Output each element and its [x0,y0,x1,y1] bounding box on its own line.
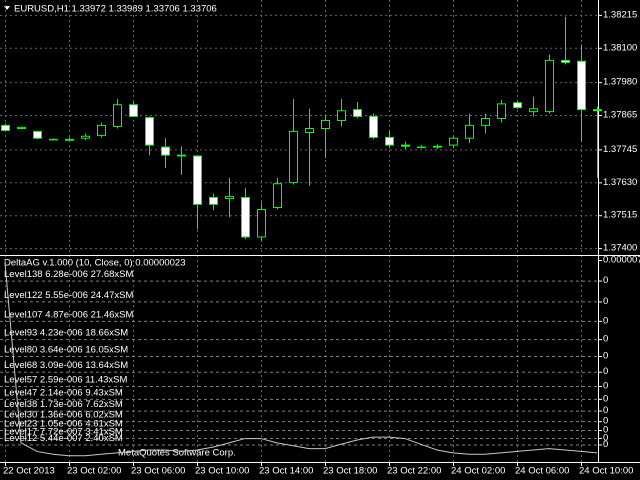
candle-body [593,109,602,112]
candle-body [401,144,410,147]
level-label: Level38 1.73e-006 7.62xSM [4,399,123,410]
level-label: Level23 1.05e-006 4.61xSM [4,419,123,430]
y-tick-label: 1.37515 [603,210,637,221]
y-tick-label: 1.37865 [603,110,637,121]
candle-body [289,130,298,184]
y-tick-label: 0 [603,275,608,286]
candle-body [353,109,362,117]
candle-body [417,146,426,149]
candle-body [209,196,218,205]
y-tick-label: 0 [603,366,608,377]
candle-body [129,104,138,117]
y-tick-label: 0 [603,315,608,326]
y-tick-label: 0 [603,381,608,392]
candle-body [497,103,506,119]
x-tick-label: 24 Oct 02:00 [451,466,505,477]
candle-body [257,208,266,238]
y-tick-label: 0 [603,393,608,404]
y-tick-label: 0.000007 [603,255,640,266]
candle-body [17,126,26,130]
y-tick-label: 0 [603,432,608,443]
level-label: Level138 6.28e-006 27.68xSM [4,269,133,280]
candle-body [481,117,490,126]
y-tick-label: 0 [603,425,608,436]
candle-body [81,135,90,139]
candle-body [193,155,202,205]
candle-body [577,60,586,111]
x-tick-label: 23 Oct 02:00 [67,466,121,477]
candle-body [545,59,554,113]
x-tick-label: 23 Oct 14:00 [259,466,313,477]
candle-body [33,130,42,139]
x-tick-label: 22 Oct 2013 [3,466,55,477]
candle-body [161,146,170,156]
y-tick-label: 0 [603,439,608,450]
candle-body [65,138,74,141]
watermark: MetaQuotes Software Corp. [118,448,236,459]
x-tick-label: 23 Oct 10:00 [195,466,249,477]
candle-body [241,196,250,238]
level-label: Level80 3.64e-006 16.05xSM [4,345,128,356]
y-tick-label: 1.37630 [603,177,637,188]
candle-body [449,137,458,146]
y-tick-label: 0 [603,351,608,362]
x-tick-label: 23 Oct 18:00 [323,466,377,477]
candle-body [97,124,106,136]
candle-body [1,124,10,132]
candle-body [529,108,538,113]
candle-body [305,128,314,134]
indicator-line [4,262,598,457]
x-tick-label: 23 Oct 06:00 [131,466,185,477]
x-tick-label: 24 Oct 10:00 [579,466,633,477]
candle-body [433,145,442,148]
level-label: Level12 5.44e-007 2.40xSM [4,433,123,444]
indicator-title: DeltaAG v.1.000 (10, Close, 0) 0.0000002… [4,258,186,269]
level-label: Level30 1.36e-006 6.02xSM [4,410,123,421]
y-tick-label: 0 [603,296,608,307]
y-tick-label: 0 [603,334,608,345]
level-label: Level93 4.23e-006 18.66xSM [4,328,128,339]
level-label: Level107 4.87e-006 21.46xSM [4,309,133,320]
candle-body [561,59,570,63]
y-tick-label: 1.38100 [603,42,637,53]
candle-body [369,115,378,138]
candle-body [465,124,474,139]
x-tick-label: 24 Oct 06:00 [515,466,569,477]
level-label: Level17 7.72e-007 3.41xSM [4,426,123,437]
candle-body [145,117,154,146]
y-tick-label: 0 [603,416,608,427]
y-tick-label: 1.37400 [603,243,637,254]
candle-body [49,138,58,141]
candle-body [113,104,122,127]
candle-body [273,183,282,208]
candle-body [385,136,394,146]
candle-body [321,119,330,130]
y-tick-label: 1.38215 [603,9,637,20]
candle-body [513,102,522,109]
level-label: Level47 2.14e-006 9.43xSM [4,387,123,398]
candle-body [225,196,234,200]
level-label: Level122 5.55e-006 24.47xSM [4,290,133,301]
y-tick-label: 0 [603,405,608,416]
level-label: Level68 3.09e-006 13.64xSM [4,360,128,371]
x-tick-label: 23 Oct 22:00 [387,466,441,477]
candle-body [177,154,186,157]
chart-title: EURUSD,H1 1.33972 1.33989 1.33706 1.3370… [14,4,217,15]
level-label: Level57 2.59e-006 11.43xSM [4,375,127,386]
candle-body [337,110,346,121]
y-tick-label: 1.37745 [603,144,637,155]
y-tick-label: 1.37980 [603,77,637,88]
